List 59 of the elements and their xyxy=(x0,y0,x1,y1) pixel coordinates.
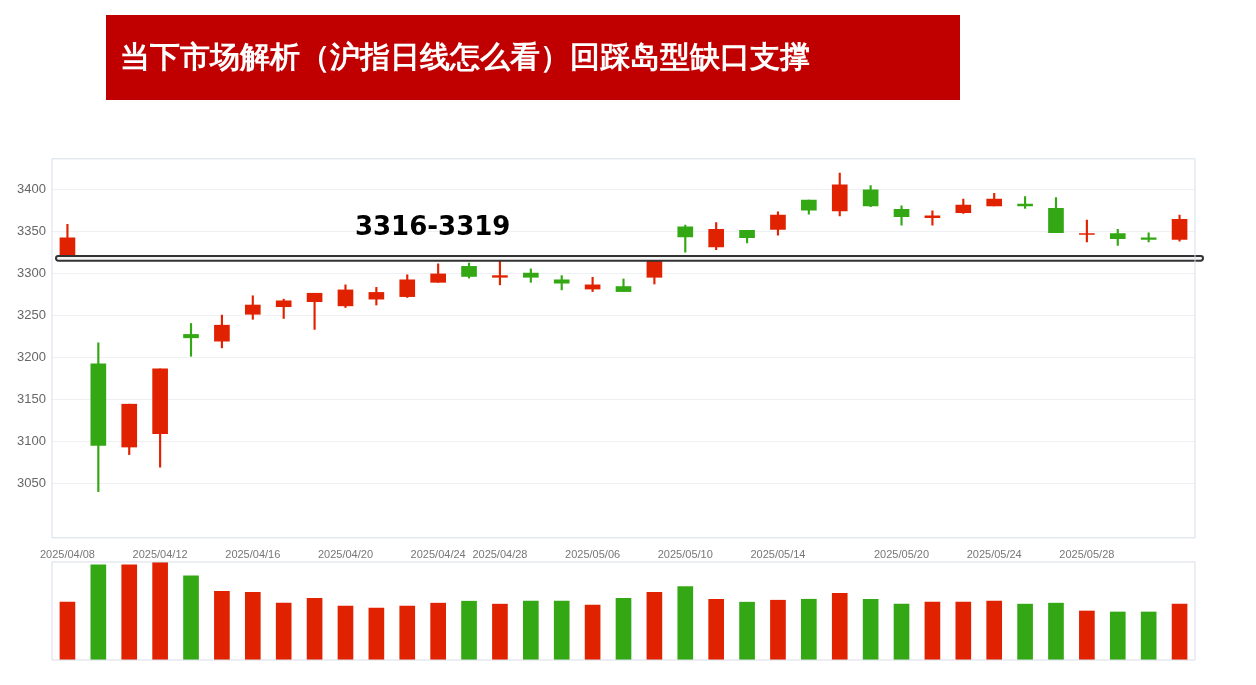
bar xyxy=(615,597,632,660)
bar xyxy=(1109,611,1126,660)
bar xyxy=(584,604,601,660)
bar xyxy=(862,598,879,660)
bar xyxy=(831,593,848,660)
bar xyxy=(306,597,323,660)
bar xyxy=(399,605,416,660)
bar xyxy=(244,592,261,660)
x-tick-label: 2025/04/12 xyxy=(132,548,188,561)
bar xyxy=(1048,602,1064,660)
bar xyxy=(677,586,694,660)
x-tick-label: 2025/05/24 xyxy=(966,548,1022,561)
bar xyxy=(461,600,477,660)
bar xyxy=(553,600,570,660)
bar xyxy=(739,601,755,660)
bar xyxy=(986,600,1003,660)
bar xyxy=(1017,603,1033,660)
bar xyxy=(368,607,385,660)
x-tick-label: 2025/05/28 xyxy=(1059,548,1115,561)
bar xyxy=(955,601,972,660)
bar xyxy=(183,575,199,660)
bar xyxy=(430,602,446,660)
band-label: 3316-3319 xyxy=(354,210,511,241)
x-tick-label: 2025/04/20 xyxy=(317,548,373,561)
bar xyxy=(90,564,107,660)
x-tick-label: 2025/04/28 xyxy=(472,548,528,561)
bar xyxy=(708,598,725,660)
y-tick-label: 3250 xyxy=(17,306,46,322)
x-tick-label: 2025/04/08 xyxy=(39,548,95,561)
bar xyxy=(801,598,817,660)
bar xyxy=(1079,610,1095,660)
bar xyxy=(1171,603,1188,660)
x-tick-label: 2025/05/06 xyxy=(565,548,621,561)
bar xyxy=(646,592,663,660)
x-tick-label: 2025/05/20 xyxy=(874,548,930,561)
chart-title: 当下市场解析（沪指日线怎么看）回踩岛型缺口支撑 xyxy=(106,15,960,100)
y-tick-label: 3100 xyxy=(17,432,46,448)
bar xyxy=(59,601,76,660)
y-tick-label: 3350 xyxy=(17,222,46,238)
bar xyxy=(152,562,168,660)
y-tick-label: 3200 xyxy=(17,348,46,364)
y-tick-label: 3050 xyxy=(17,474,46,490)
bar xyxy=(275,602,292,660)
bar xyxy=(893,603,910,660)
y-tick-label: 3400 xyxy=(17,180,46,196)
bar xyxy=(1140,611,1157,660)
bar xyxy=(121,564,138,660)
x-tick-label: 2025/05/10 xyxy=(657,548,713,561)
y-tick-label: 3300 xyxy=(17,264,46,280)
bar xyxy=(214,591,230,660)
x-tick-label: 2025/04/16 xyxy=(225,548,281,561)
bar xyxy=(770,599,786,660)
bar xyxy=(522,600,539,660)
bar xyxy=(492,603,508,660)
bar xyxy=(924,601,941,660)
x-tick-label: 2025/05/14 xyxy=(750,548,806,561)
y-tick-label: 3150 xyxy=(17,390,46,406)
bar xyxy=(337,605,354,660)
x-tick-label: 2025/04/24 xyxy=(410,548,466,561)
